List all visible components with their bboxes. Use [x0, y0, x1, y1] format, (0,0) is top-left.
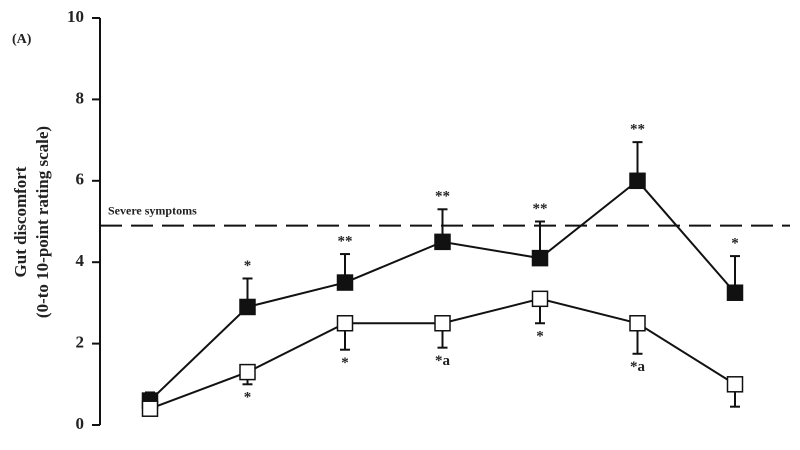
significance-label: *	[244, 390, 252, 406]
marker	[531, 249, 549, 267]
significance-label: *	[341, 355, 349, 371]
marker	[336, 274, 354, 291]
significance-label: **	[435, 189, 450, 205]
marker	[629, 172, 646, 190]
marker	[336, 315, 354, 332]
significance-label: *	[244, 258, 252, 274]
y-axis-label: (0-to 10-point rating scale)	[33, 126, 52, 318]
y-tick-label: 8	[76, 88, 85, 107]
significance-label: *	[731, 236, 739, 252]
panel-label: (A)	[12, 32, 32, 47]
significance-label: *	[536, 329, 544, 345]
marker	[726, 284, 744, 301]
marker	[239, 363, 256, 381]
y-tick-label: 2	[76, 333, 85, 352]
significance-label: **	[533, 201, 548, 217]
significance-label: *a	[435, 353, 451, 369]
y-tick-label: 10	[67, 7, 84, 26]
marker	[434, 315, 451, 332]
marker	[726, 376, 744, 393]
y-tick-label: 6	[76, 170, 85, 189]
significance-label: **	[338, 233, 353, 249]
significance-label: **	[630, 122, 645, 138]
marker	[141, 400, 159, 417]
y-tick-label: 0	[76, 414, 85, 433]
marker	[531, 290, 549, 308]
marker	[629, 315, 646, 332]
reference-label: Severe symptoms	[108, 203, 197, 217]
marker	[434, 233, 451, 251]
y-tick-label: 4	[76, 251, 85, 270]
y-axis-label: Gut discomfort	[11, 166, 30, 277]
significance-label: *a	[630, 359, 646, 375]
marker	[239, 298, 256, 316]
